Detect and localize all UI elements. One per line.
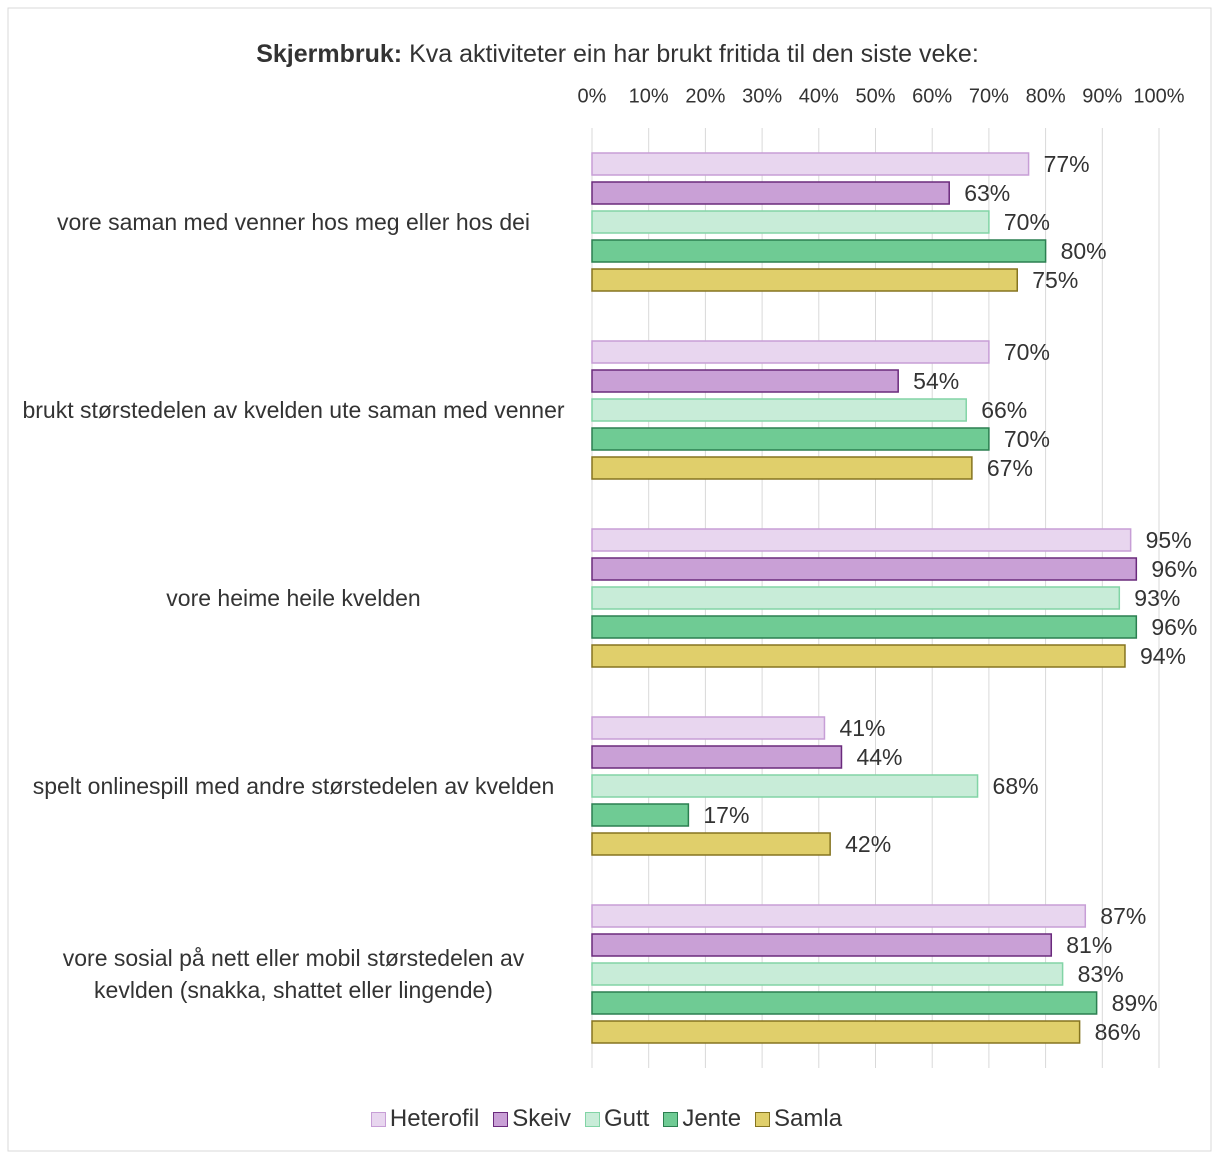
legend-label: Samla [774,1105,843,1132]
value-label: 77% [1044,151,1090,177]
x-tick-label: 50% [855,85,895,107]
bar [591,210,990,234]
value-label: 17% [703,802,749,828]
value-label: 54% [913,368,959,394]
legend-swatch [370,1111,386,1127]
bar [591,586,1121,610]
bar [591,832,831,856]
legend-swatch [493,1111,509,1127]
value-label: 44% [856,744,902,770]
x-tick-label: 60% [912,85,952,107]
bar [591,557,1138,581]
title-lead: Skjermbruk: [256,40,403,68]
legend-swatch [663,1111,679,1127]
x-tick-label: 100% [1133,85,1184,107]
x-tick-label: 80% [1026,85,1066,107]
category-label: spelt onlinespill med andre størstedelen… [32,773,555,799]
legend-item: Gutt [584,1105,650,1133]
bar [591,615,1138,639]
legend-item: Jente [663,1105,741,1133]
value-label: 93% [1134,585,1180,611]
bar [591,1020,1081,1044]
bar [591,427,990,451]
x-tick-label: 30% [742,85,782,107]
category-label: brukt størstedelen av kvelden ute saman … [22,397,565,423]
category-label: vore saman med venner hos meg eller hos … [56,209,531,235]
x-tick-label: 20% [685,85,725,107]
bar [591,181,950,205]
value-label: 96% [1151,556,1197,582]
legend-item: Skeiv [493,1105,571,1133]
value-label: 81% [1066,932,1112,958]
bar [591,991,1098,1015]
bar [591,340,990,364]
value-label: 68% [993,773,1039,799]
x-tick-label: 10% [629,85,669,107]
value-label: 66% [981,397,1027,423]
value-label: 70% [1004,426,1050,452]
value-label: 63% [964,180,1010,206]
bar [591,745,843,769]
x-tick-label: 40% [799,85,839,107]
value-label: 89% [1112,990,1158,1016]
legend-label: Jente [682,1105,742,1132]
bar [591,369,899,393]
value-label: 42% [845,831,891,857]
category-label: vore heime heile kvelden [166,585,421,611]
bar [591,152,1030,176]
bar [591,904,1087,928]
bar [591,456,973,480]
chart-title: Skjermbruk: Kva aktiviteter ein har bruk… [0,40,1213,69]
bar [591,398,967,422]
bar [591,803,690,827]
legend-label: Skeiv [512,1105,571,1132]
legend-swatch [755,1111,771,1127]
legend-swatch [584,1111,600,1127]
category-label: vore sosial på nett eller mobil størsted… [62,945,525,1003]
bar [591,933,1053,957]
bar [591,268,1018,292]
value-label: 80% [1061,238,1107,264]
value-label: 70% [1004,209,1050,235]
value-label: 86% [1095,1019,1141,1045]
value-label: 95% [1146,527,1192,553]
bar [591,528,1132,552]
value-label: 75% [1032,267,1078,293]
value-label: 87% [1100,903,1146,929]
bar [591,962,1064,986]
legend-label: Gutt [603,1105,650,1132]
x-tick-label: 0% [578,85,607,107]
frame [7,7,1212,1152]
bar [591,644,1126,668]
value-label: 96% [1151,614,1197,640]
legend: Heterofil Skeiv Gutt Jente Samla [0,1105,1213,1133]
x-tick-label: 70% [969,85,1009,107]
legend-label: Heterofil [389,1105,480,1132]
bar [591,239,1047,263]
value-label: 94% [1140,643,1186,669]
legend-item: Heterofil [370,1105,480,1133]
bar [591,716,826,740]
value-label: 41% [839,715,885,741]
title-text: Kva aktiviteter ein har brukt fritida ti… [409,40,979,68]
legend-item: Samla [755,1105,842,1133]
value-label: 70% [1004,339,1050,365]
bar [591,774,979,798]
x-tick-label: 90% [1082,85,1122,107]
value-label: 83% [1078,961,1124,987]
value-label: 67% [987,455,1033,481]
